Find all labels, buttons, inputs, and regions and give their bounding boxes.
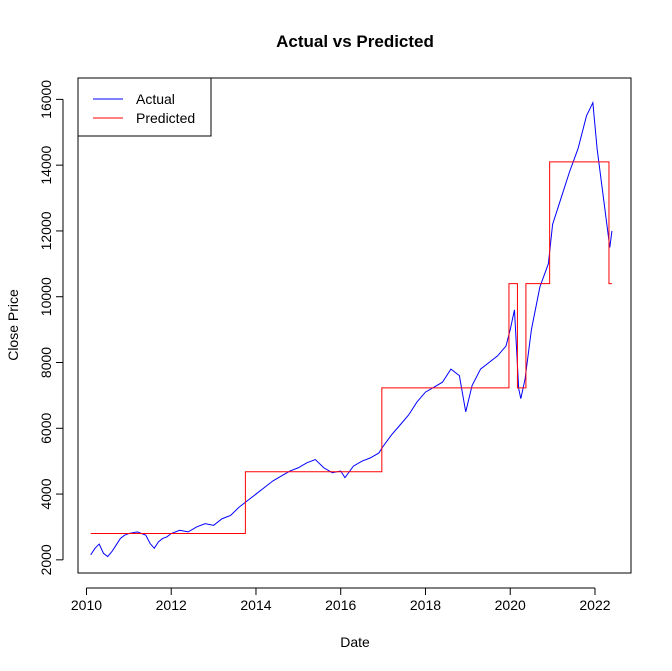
legend-label-actual: Actual — [136, 91, 175, 107]
y-tick-label: 2000 — [38, 544, 54, 575]
chart-title: Actual vs Predicted — [276, 32, 434, 51]
y-tick-label: 12000 — [38, 211, 54, 250]
x-tick-label: 2020 — [495, 597, 526, 613]
x-tick-label: 2012 — [156, 597, 187, 613]
series-layer — [90, 100, 613, 558]
plot-frame — [77, 77, 632, 574]
y-tick-label: 16000 — [38, 80, 54, 119]
x-tick-label: 2016 — [325, 597, 356, 613]
x-tick-label: 2022 — [579, 597, 610, 613]
y-axis: 2000 4000 6000 8000 10000 12000 14000 16000 — [38, 80, 64, 575]
series-line-actual — [90, 100, 613, 558]
x-axis-label: Date — [340, 634, 370, 650]
x-tick-label: 2018 — [410, 597, 441, 613]
x-tick-label: 2014 — [240, 597, 271, 613]
y-tick-label: 10000 — [38, 277, 54, 316]
series-line-predicted — [90, 161, 612, 535]
x-axis: 2010 2012 2014 2016 2018 2020 2022 — [71, 587, 611, 613]
legend-box — [77, 77, 212, 137]
y-tick-label: 8000 — [38, 347, 54, 378]
legend-label-predicted: Predicted — [136, 110, 195, 126]
x-tick-label: 2010 — [71, 597, 102, 613]
y-tick-label: 14000 — [38, 145, 54, 184]
y-tick-label: 6000 — [38, 413, 54, 444]
legend: Actual Predicted — [77, 77, 212, 137]
y-tick-label: 4000 — [38, 478, 54, 509]
y-axis-label: Close Price — [5, 289, 21, 361]
